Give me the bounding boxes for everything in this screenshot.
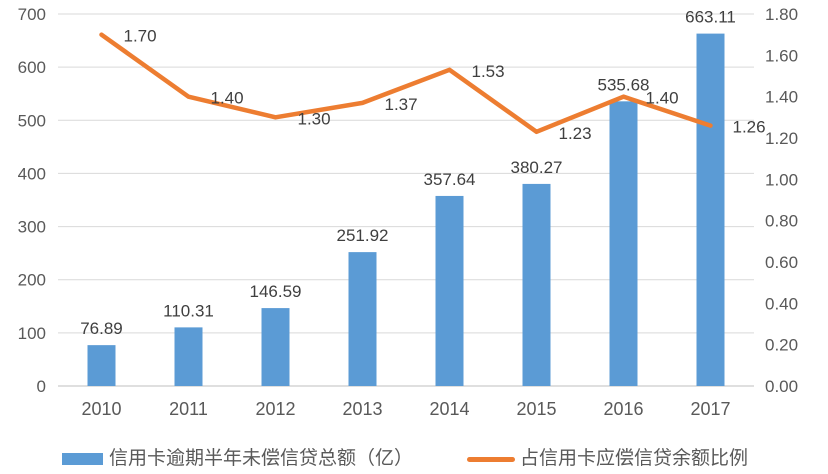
right-axis-tick: 0.00 — [765, 377, 798, 396]
bar-value-label: 146.59 — [250, 282, 302, 301]
right-axis-tick: 0.80 — [765, 212, 798, 231]
x-axis-label-2012: 2012 — [255, 399, 295, 419]
x-axis-label-2013: 2013 — [342, 399, 382, 419]
x-axis-label-2015: 2015 — [516, 399, 556, 419]
line-value-label: 1.40 — [211, 89, 244, 108]
line-value-label: 1.30 — [298, 109, 331, 128]
x-axis-label-2014: 2014 — [429, 399, 469, 419]
left-axis-tick: 500 — [18, 111, 46, 130]
ratio-line — [99, 32, 713, 135]
line-series-label: 占信用卡应偿信贷余额比例 — [520, 448, 749, 469]
line-value-label: 1.23 — [559, 124, 592, 143]
left-axis-tick: 700 — [18, 5, 46, 24]
right-axis-tick: 1.40 — [765, 88, 798, 107]
line-series-swatch — [467, 456, 515, 462]
x-axis-label-2010: 2010 — [81, 399, 121, 419]
bar-2011 — [174, 327, 203, 386]
left-axis-tick: 300 — [18, 218, 46, 237]
left-axis-tick: 200 — [18, 271, 46, 290]
bar-value-label: 110.31 — [163, 301, 214, 320]
right-axis-tick: 1.80 — [765, 5, 798, 24]
bar-series-swatch — [62, 453, 103, 465]
legend-item-line-series: 占信用卡应偿信贷余额比例 — [467, 448, 748, 470]
x-axis-label-2017: 2017 — [690, 399, 730, 419]
line-value-label: 1.37 — [385, 95, 418, 114]
right-axis-tick: 0.20 — [765, 336, 798, 355]
legend-item-bar-series: 信用卡逾期半年未偿信贷总额（亿） — [62, 448, 413, 470]
x-axis-label-2011: 2011 — [169, 399, 208, 419]
right-axis-tick: 0.60 — [765, 253, 798, 272]
line-value-label: 1.70 — [124, 27, 157, 46]
right-axis-tick: 1.20 — [765, 129, 798, 148]
line-value-label: 1.26 — [733, 118, 766, 137]
bar-2015 — [522, 183, 551, 386]
bar-2016 — [609, 101, 638, 386]
right-axis-tick: 1.00 — [765, 170, 798, 189]
right-axis-tick: 1.60 — [765, 46, 798, 65]
legend: 信用卡逾期半年未偿信贷总额（亿） 占信用卡应偿信贷余额比例 — [0, 448, 828, 474]
bar-value-label: 380.27 — [511, 158, 563, 177]
bar-2014 — [435, 195, 464, 386]
line-value-label: 1.40 — [646, 89, 679, 108]
x-axis-label-2016: 2016 — [603, 399, 643, 419]
bar-value-label: 76.89 — [80, 319, 123, 338]
left-axis-tick: 600 — [18, 58, 46, 77]
bar-2017 — [696, 33, 725, 386]
bar-2013 — [348, 252, 377, 386]
bar-value-label: 535.68 — [598, 75, 650, 94]
right-axis-tick: 0.40 — [765, 294, 798, 313]
left-axis-tick: 400 — [18, 164, 46, 183]
bar-value-label: 663.11 — [685, 8, 736, 27]
line-value-label: 1.53 — [472, 62, 505, 81]
bar-2012 — [261, 308, 290, 386]
left-axis-tick: 0 — [37, 377, 46, 396]
bar-value-label: 251.92 — [337, 226, 389, 245]
bar-value-label: 357.64 — [424, 170, 476, 189]
bar-series-label: 信用卡逾期半年未偿信贷总额（亿） — [109, 448, 414, 469]
bar-2010 — [87, 345, 116, 386]
left-axis-tick: 100 — [18, 324, 46, 343]
